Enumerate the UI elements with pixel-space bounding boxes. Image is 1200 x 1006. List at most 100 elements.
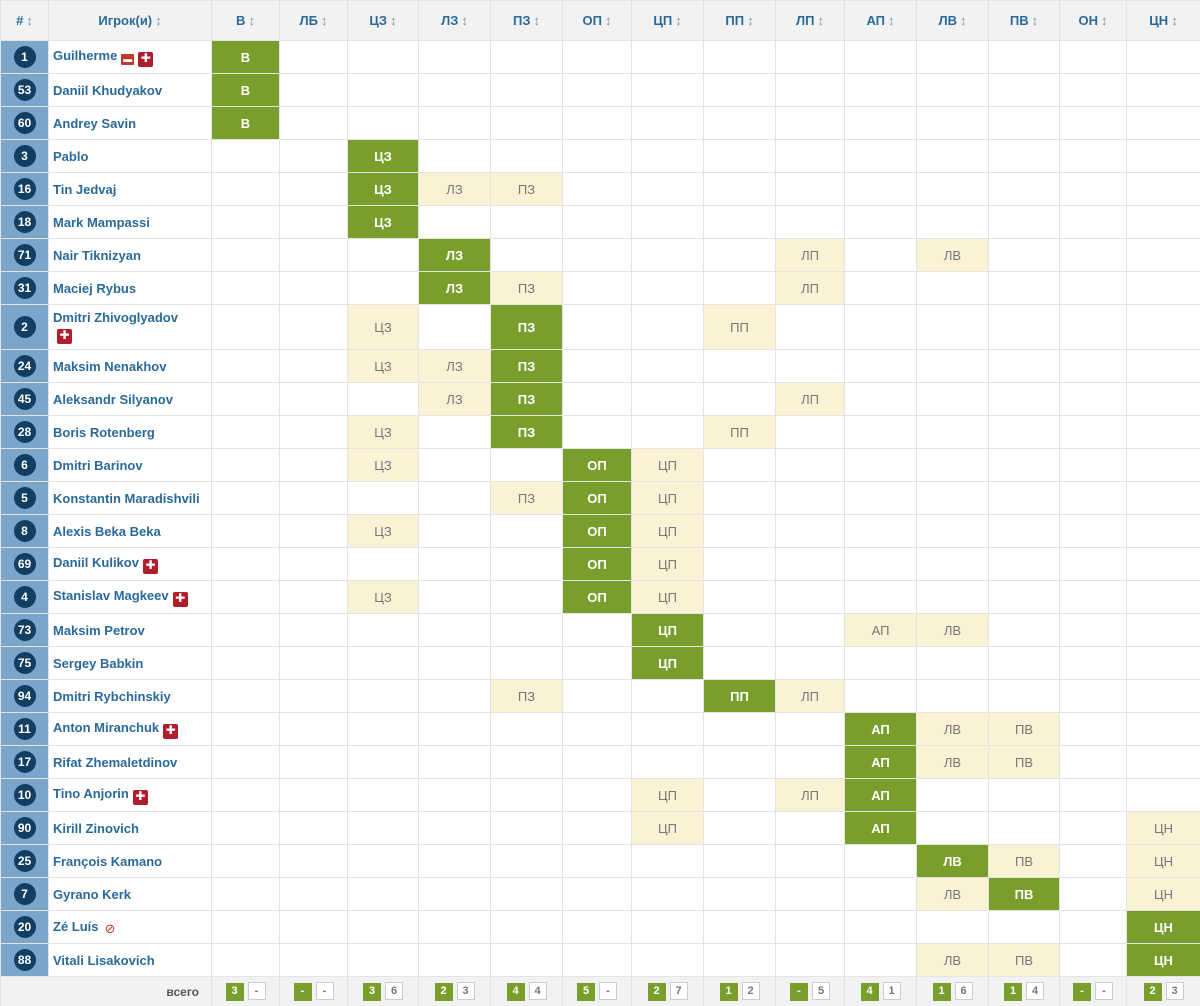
column-header-в[interactable]: В ↕ (211, 0, 280, 41)
column-header-цп[interactable]: ЦП ↕ (631, 0, 704, 41)
player-name-link[interactable]: Aleksandr Silyanov (53, 391, 173, 407)
position-cell (988, 106, 1060, 140)
position-cell (988, 40, 1060, 74)
position-cell (631, 172, 704, 206)
sort-arrow-icon[interactable]: ↕ (747, 13, 754, 28)
player-name-link[interactable]: Tin Jedvaj (53, 181, 117, 197)
player-name-link[interactable]: Rifat Zhemaletdinov (53, 754, 178, 770)
sort-arrow-icon[interactable]: ↕ (155, 13, 162, 28)
column-header-пз[interactable]: ПЗ ↕ (490, 0, 563, 41)
position-cell (1059, 877, 1127, 911)
sort-arrow-icon[interactable]: ↕ (390, 13, 397, 28)
player-name-link[interactable]: Maciej Rybus (53, 280, 137, 296)
sort-arrow-icon[interactable]: ↕ (26, 13, 33, 28)
sort-arrow-icon[interactable]: ↕ (1031, 13, 1039, 28)
position-cell (775, 844, 845, 878)
player-name-link[interactable]: Pablo (53, 148, 89, 164)
position-cell (1126, 547, 1200, 581)
position-cell (211, 811, 280, 845)
alt-position-cell: ЛВ (916, 943, 989, 977)
player-name-link[interactable]: Sergey Babkin (53, 655, 144, 671)
player-name-link[interactable]: Dmitri Rybchinskiy (53, 688, 171, 704)
player-name-link[interactable]: Kirill Zinovich (53, 820, 139, 836)
column-header-лв[interactable]: ЛВ ↕ (916, 0, 989, 41)
position-cell (844, 238, 917, 272)
sort-arrow-icon[interactable]: ↕ (675, 13, 682, 28)
player-name-link[interactable]: Zé Luís (53, 918, 99, 934)
sort-arrow-icon[interactable]: ↕ (604, 13, 612, 28)
table-row: 17 Rifat Zhemaletdinov АП ЛВ ПВ (0, 745, 1200, 779)
column-header-лп[interactable]: ЛП ↕ (775, 0, 845, 41)
main-position-cell: ПП (703, 679, 776, 713)
position-cell (844, 844, 917, 878)
position-cell (279, 811, 348, 845)
player-name-link[interactable]: Boris Rotenberg (53, 424, 155, 440)
player-name-link[interactable]: Nair Tiknizyan (53, 247, 141, 263)
player-name-link[interactable]: Stanislav Magkeev (53, 587, 169, 603)
sort-arrow-icon[interactable]: ↕ (817, 13, 824, 28)
column-header-оп[interactable]: ОП ↕ (562, 0, 632, 41)
player-name-link[interactable]: Anton Miranchuk (53, 719, 160, 735)
position-cell (490, 205, 563, 239)
column-header-лз[interactable]: ЛЗ ↕ (418, 0, 491, 41)
player-name-link[interactable]: François Kamano (53, 853, 163, 869)
position-cell (1126, 106, 1200, 140)
table-row: 4 Stanislav Magkeev ✚ ЦЗ ОП ЦП (0, 580, 1200, 614)
player-name-link[interactable]: Guilherme (53, 47, 118, 63)
player-name-link[interactable]: Dmitri Barinov (53, 457, 143, 473)
position-cell (1059, 481, 1127, 515)
main-position-cell: АП (844, 811, 917, 845)
column-header-number[interactable]: # ↕ (0, 0, 49, 41)
position-cell (211, 481, 280, 515)
player-name-link[interactable]: Dmitri Zhivoglyadov (53, 310, 178, 325)
main-position-cell: ОП (562, 580, 632, 614)
position-cell (279, 943, 348, 977)
player-name-link[interactable]: Daniil Khudyakov (53, 82, 163, 98)
player-number-badge: 31 (13, 277, 36, 299)
column-header-пп[interactable]: ПП ↕ (703, 0, 776, 41)
position-cell (279, 448, 348, 482)
table-row: 18 Mark Mampassi ЦЗ (0, 205, 1200, 239)
position-cell (916, 349, 989, 383)
alt-count-badge: - (599, 982, 617, 1000)
player-name-link[interactable]: Maksim Nenakhov (53, 358, 167, 374)
sort-arrow-icon[interactable]: ↕ (533, 13, 541, 28)
column-header-players[interactable]: Игрок(и) ↕ (48, 0, 212, 41)
sort-arrow-icon[interactable]: ↕ (960, 13, 967, 28)
sort-arrow-icon[interactable]: ↕ (1101, 13, 1108, 28)
main-count-badge: 2 (647, 983, 666, 1001)
main-count-badge: - (293, 983, 312, 1001)
player-name-link[interactable]: Alexis Beka Beka (53, 523, 161, 539)
column-header-ап[interactable]: АП ↕ (844, 0, 917, 41)
column-header-цн[interactable]: ЦН ↕ (1126, 0, 1200, 41)
position-cell (631, 877, 704, 911)
column-header-label: ОП (582, 13, 602, 28)
column-header-он[interactable]: ОН ↕ (1059, 0, 1127, 41)
column-header-лб[interactable]: ЛБ ↕ (279, 0, 348, 41)
sort-arrow-icon[interactable]: ↕ (248, 13, 255, 28)
alt-position-cell: ПЗ (490, 172, 563, 206)
position-cell (490, 139, 563, 173)
sort-arrow-icon[interactable]: ↕ (320, 13, 328, 28)
player-name-cell: Anton Miranchuk ✚ (48, 712, 212, 746)
position-cell (703, 73, 776, 107)
player-name-link[interactable]: Maksim Petrov (53, 622, 145, 638)
sort-arrow-icon[interactable]: ↕ (888, 13, 895, 28)
player-name-link[interactable]: Gyrano Kerk (53, 886, 132, 902)
position-cell (631, 205, 704, 239)
player-name-link[interactable]: Mark Mampassi (53, 214, 150, 230)
sort-arrow-icon[interactable]: ↕ (461, 13, 468, 28)
main-position-cell: ЦЗ (347, 139, 419, 173)
sort-arrow-icon[interactable]: ↕ (1171, 13, 1178, 28)
player-name-link[interactable]: Andrey Savin (53, 115, 137, 131)
player-name-link[interactable]: Konstantin Maradishvili (53, 490, 200, 506)
player-name-link[interactable]: Vitali Lisakovich (53, 952, 155, 968)
column-header-пв[interactable]: ПВ ↕ (988, 0, 1060, 41)
player-number-cell: 7 (0, 877, 49, 911)
position-cell (775, 712, 845, 746)
player-name-link[interactable]: Tino Anjorin (53, 785, 129, 801)
column-header-цз[interactable]: ЦЗ ↕ (347, 0, 419, 41)
player-name-link[interactable]: Daniil Kulikov (53, 554, 139, 570)
position-cell (844, 40, 917, 74)
